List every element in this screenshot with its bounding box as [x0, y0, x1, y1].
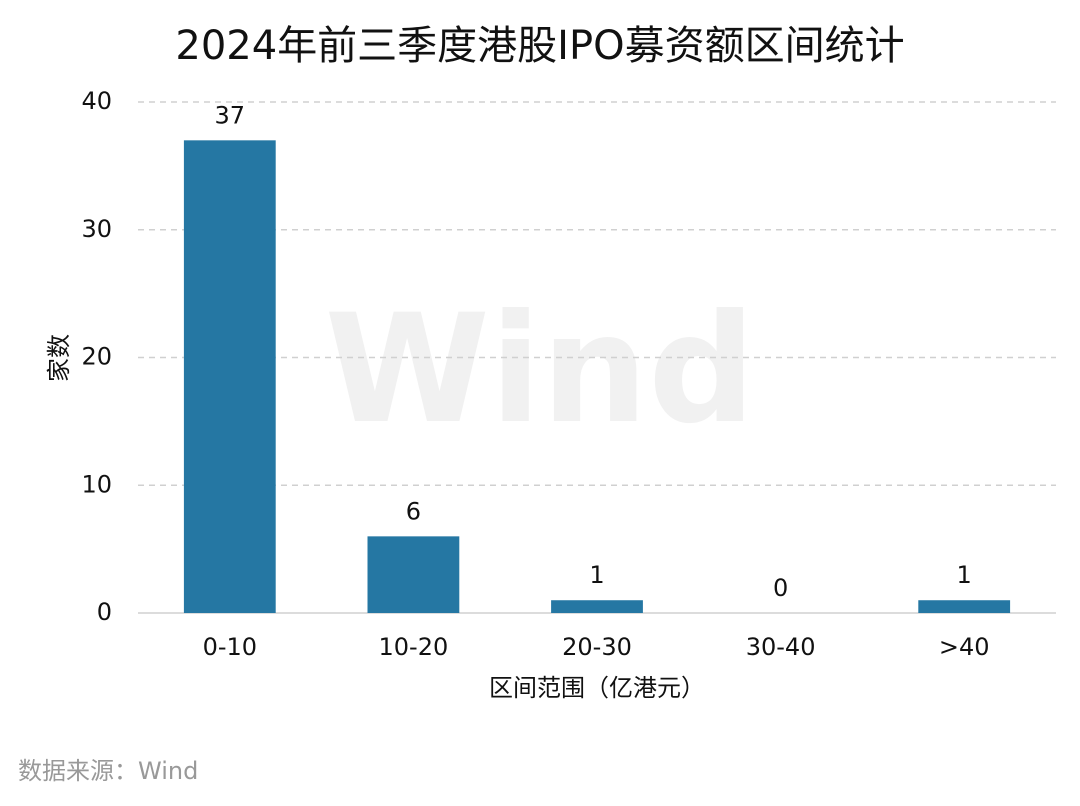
bar	[183, 140, 276, 613]
y-tick-label: 20	[81, 343, 112, 371]
y-tick-label: 30	[81, 215, 112, 243]
y-tick-label: 10	[81, 470, 112, 498]
chart-title: 2024年前三季度港股IPO募资额区间统计	[175, 23, 904, 69]
data-label: 0	[773, 574, 788, 602]
x-tick-label: >40	[939, 633, 990, 661]
data-label: 1	[957, 561, 972, 589]
y-axis-label: 家数	[45, 334, 73, 382]
x-tick-label: 20-30	[562, 633, 632, 661]
y-tick-label: 0	[97, 598, 112, 626]
x-tick-label: 30-40	[746, 633, 816, 661]
data-label: 37	[215, 101, 246, 129]
x-tick-label: 0-10	[203, 633, 257, 661]
x-axis-label: 区间范围（亿港元）	[489, 674, 705, 702]
bar	[551, 600, 643, 613]
watermark: Wind	[324, 283, 755, 457]
data-label: 6	[406, 497, 421, 525]
x-tick-label: 10-20	[379, 633, 449, 661]
bar	[918, 600, 1011, 613]
source-note: 数据来源：Wind	[18, 757, 198, 785]
data-label: 1	[589, 561, 604, 589]
y-tick-label: 40	[81, 87, 112, 115]
bar	[367, 536, 460, 613]
